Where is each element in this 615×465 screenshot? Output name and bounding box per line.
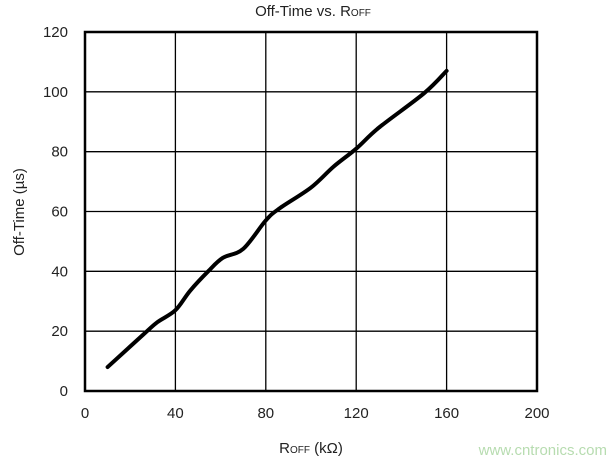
y-tick-label: 80 bbox=[51, 144, 68, 161]
y-tick-label: 40 bbox=[51, 263, 68, 280]
watermark: www.cntronics.com bbox=[478, 442, 607, 459]
y-tick-label: 120 bbox=[43, 24, 68, 41]
x-tick-label: 120 bbox=[344, 405, 369, 422]
x-tick-label: 160 bbox=[434, 405, 459, 422]
x-tick-label: 0 bbox=[81, 405, 89, 422]
grid bbox=[83, 30, 539, 393]
y-tick-label: 100 bbox=[43, 84, 68, 101]
x-tick-label: 200 bbox=[524, 405, 549, 422]
plot-frame bbox=[83, 30, 539, 393]
y-axis-label: Off-Time (µs) bbox=[11, 168, 28, 256]
x-tick-label: 40 bbox=[167, 405, 184, 422]
y-tick-label: 60 bbox=[51, 204, 68, 221]
tick-labels: 0 40 80 120 160 200 0 20 40 60 80 100 120 bbox=[43, 24, 550, 422]
y-tick-label: 0 bbox=[60, 383, 68, 400]
x-tick-label: 80 bbox=[257, 405, 274, 422]
chart-title: Off-Time vs. ROFF bbox=[255, 3, 371, 20]
series-line bbox=[105, 68, 449, 370]
y-tick-label: 20 bbox=[51, 323, 68, 340]
x-axis-label: ROFF (kΩ) bbox=[279, 440, 343, 457]
